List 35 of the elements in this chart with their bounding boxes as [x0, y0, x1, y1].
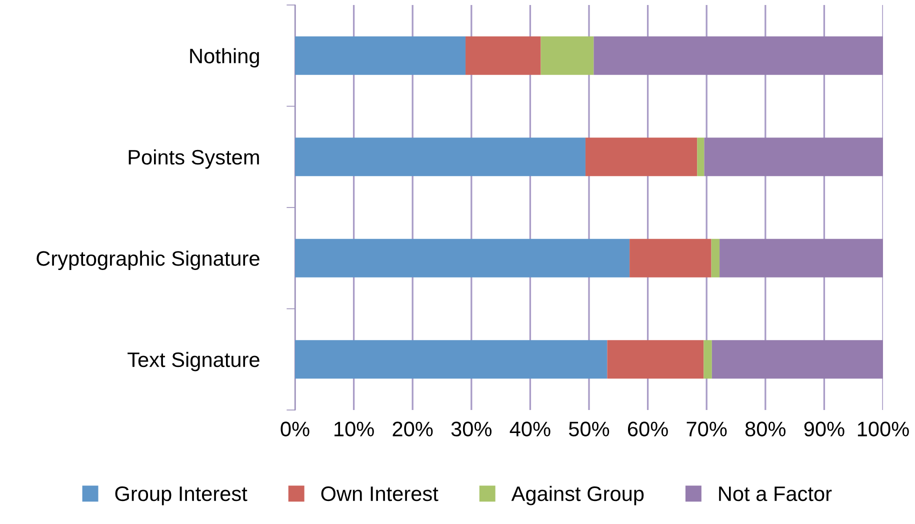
- y-tick-label: Nothing: [190, 48, 259, 68]
- bar: [295, 238, 630, 278]
- bar: [720, 238, 883, 278]
- bar: [594, 36, 883, 75]
- legend-label: Not a Factor: [719, 486, 832, 502]
- bar: [630, 238, 712, 278]
- x-tick-label: 70%: [686, 422, 727, 436]
- y-tick-label: Points System: [128, 149, 259, 169]
- x-tick-label: 50%: [568, 422, 610, 436]
- x-tick-label: 90%: [804, 422, 844, 436]
- bar: [704, 138, 883, 176]
- y-tick-label: Text Signature: [128, 352, 260, 372]
- y-tick-label: Cryptographic Signature: [36, 250, 260, 270]
- bar: [712, 340, 883, 379]
- x-tick-label: 30%: [451, 422, 492, 436]
- bar: [295, 138, 586, 176]
- x-tick-label: 20%: [392, 422, 433, 436]
- x-tick-label: 40%: [510, 422, 550, 436]
- x-tick-label: 100%: [858, 422, 909, 436]
- x-tick-label: 60%: [628, 422, 668, 436]
- x-tick-label: 80%: [745, 422, 786, 436]
- bar: [704, 340, 712, 379]
- bar: [540, 36, 594, 75]
- x-tick-label: 10%: [334, 422, 374, 436]
- bar: [585, 138, 698, 176]
- legend-label: Group Interest: [115, 486, 248, 506]
- bar: [697, 138, 704, 176]
- bar: [607, 340, 704, 379]
- x-tick-label: 0%: [280, 422, 310, 436]
- bar: [466, 36, 541, 75]
- bar: [711, 238, 720, 278]
- bar: [295, 340, 608, 379]
- legend-label: Against Group: [511, 486, 644, 506]
- bar: [295, 36, 466, 75]
- legend-label: Own Interest: [321, 486, 438, 502]
